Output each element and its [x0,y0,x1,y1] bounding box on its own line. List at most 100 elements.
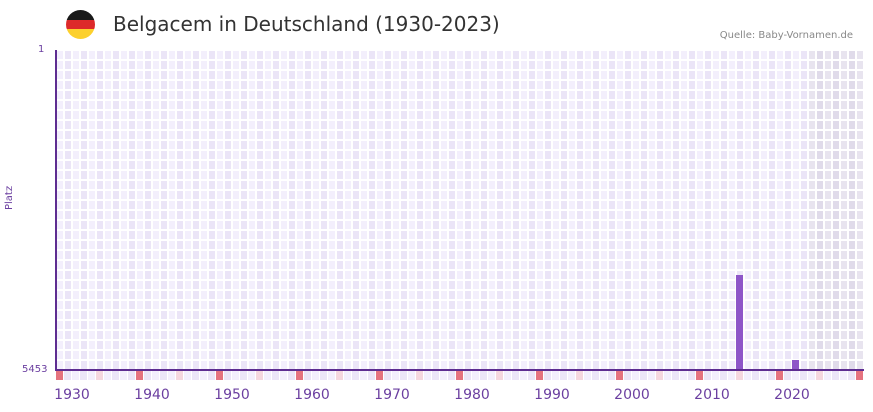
grid-cell [385,351,391,359]
year-marker [168,371,175,380]
grid-cell [705,71,711,79]
bar-2013[interactable] [736,274,743,370]
grid-cell [145,81,151,89]
grid-cell [793,221,799,229]
grid-cell [745,361,751,369]
grid-cell [633,291,639,299]
grid-cell [569,311,575,319]
grid-cell [473,221,479,229]
grid-cell [577,301,583,309]
grid-cell [625,351,631,359]
grid-cell [585,131,591,139]
grid-cell [713,101,719,109]
grid-cell [193,161,199,169]
grid-cell [817,301,823,309]
grid-cell [497,351,503,359]
grid-cell [73,351,79,359]
grid-cell [745,221,751,229]
grid-cell [553,251,559,259]
grid-cell [617,171,623,179]
grid-cell [129,191,135,199]
grid-cell [369,331,375,339]
grid-cell [489,171,495,179]
grid-cell [609,71,615,79]
grid-cell [809,171,815,179]
grid-cell [289,241,295,249]
grid-cell [473,351,479,359]
grid-cell [777,161,783,169]
grid-cell [545,121,551,129]
grid-cell [841,211,847,219]
grid-cell [513,311,519,319]
grid-cell [65,351,71,359]
grid-cell [425,271,431,279]
grid-cell [593,201,599,209]
grid-cell [673,281,679,289]
grid-cell [297,181,303,189]
year-marker [616,371,623,380]
grid-cell [665,151,671,159]
grid-cell [177,191,183,199]
grid-cell [145,201,151,209]
grid-cell [233,241,239,249]
grid-cell [849,51,855,59]
grid-cell [217,161,223,169]
grid-cell [289,361,295,369]
grid-cell [601,321,607,329]
grid-cell [697,91,703,99]
grid-cell [321,331,327,339]
grid-cell [169,181,175,189]
grid-cell [409,351,415,359]
grid-cell [137,301,143,309]
grid-cell [281,321,287,329]
grid-cell [577,261,583,269]
grid-cell [857,71,863,79]
grid-cell [193,251,199,259]
grid-cell [849,351,855,359]
grid-cell [217,141,223,149]
grid-cell [801,151,807,159]
grid-cell [345,301,351,309]
grid-cell [161,231,167,239]
grid-cell [617,231,623,239]
grid-cell [785,61,791,69]
grid-cell [57,201,63,209]
grid-cell [569,241,575,249]
grid-cell [289,141,295,149]
grid-cell [417,291,423,299]
grid-cell [833,241,839,249]
grid-cell [825,61,831,69]
grid-cell [297,141,303,149]
grid-cell [713,261,719,269]
grid-cell [385,301,391,309]
grid-cell [825,211,831,219]
grid-cell [361,91,367,99]
grid-cell [721,71,727,79]
grid-cell [97,91,103,99]
grid-cell [657,161,663,169]
grid-cell [777,111,783,119]
grid-cell [425,151,431,159]
grid-cell [129,231,135,239]
grid-cell [433,341,439,349]
grid-cell [273,291,279,299]
grid-cell [761,211,767,219]
grid-cell [377,71,383,79]
grid-cell [513,51,519,59]
bar-2020[interactable] [792,359,799,370]
grid-cell [265,151,271,159]
grid-cell [89,191,95,199]
grid-cell [505,231,511,239]
grid-cell [337,311,343,319]
grid-cell [201,331,207,339]
grid-cell [225,131,231,139]
grid-cell [617,151,623,159]
grid-cell [401,151,407,159]
grid-cell [593,91,599,99]
grid-cell [433,211,439,219]
grid-cell [185,331,191,339]
grid-cell [153,61,159,69]
grid-cell [273,151,279,159]
grid-cell [641,111,647,119]
grid-cell [433,331,439,339]
